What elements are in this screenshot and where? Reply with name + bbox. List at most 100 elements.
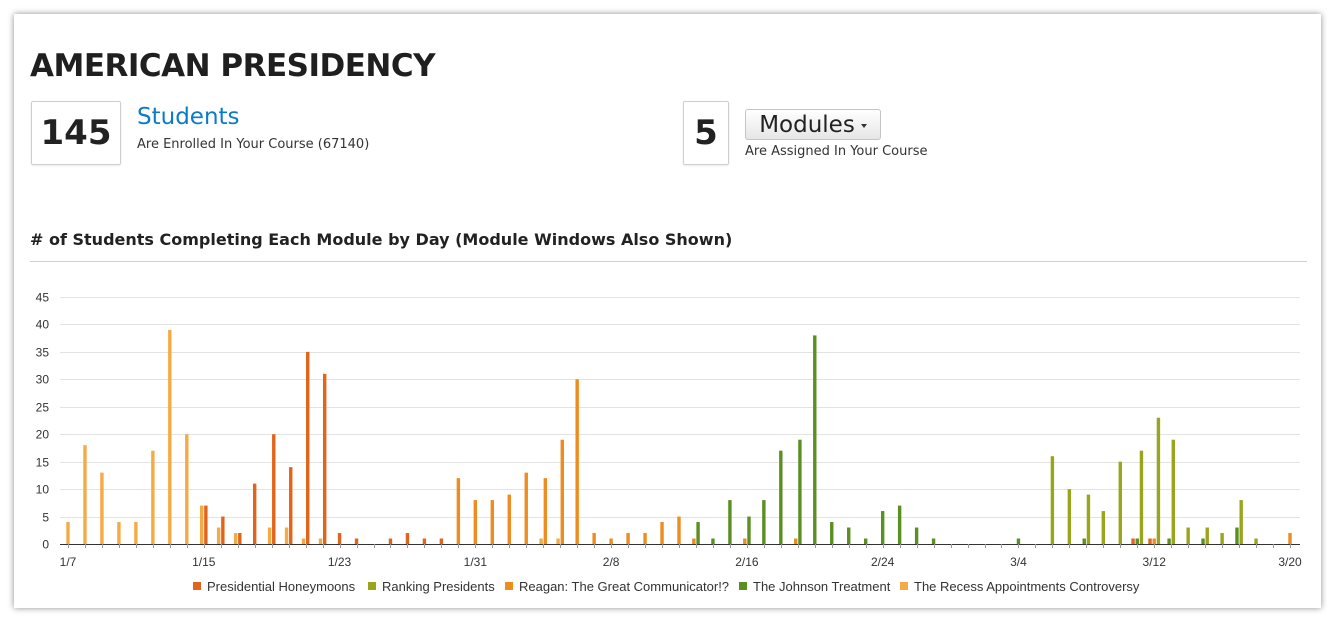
bar (1220, 533, 1224, 544)
bar (743, 538, 747, 544)
x-tick-label: 3/4 (1010, 555, 1027, 569)
legend-swatch (368, 582, 376, 590)
bar (151, 450, 155, 544)
bar (117, 522, 121, 544)
bar (779, 450, 783, 544)
bar (301, 538, 306, 544)
bar (83, 445, 87, 544)
bar (1086, 494, 1091, 544)
x-tick-label: 1/23 (328, 555, 352, 569)
students-link[interactable]: Students (137, 104, 240, 130)
legend-swatch (193, 582, 201, 590)
bar (1205, 527, 1209, 544)
bar (337, 533, 342, 544)
students-count-box: 145 (31, 101, 121, 165)
bar (1167, 538, 1171, 544)
bar (575, 379, 579, 544)
bar (609, 538, 613, 544)
bar (388, 538, 393, 544)
bar (134, 522, 138, 544)
legend-label: The Recess Appointments Controversy (914, 579, 1140, 594)
y-axis: 0 5 10 15 20 25 30 35 40 45 (36, 291, 50, 552)
caret-down-icon (860, 124, 867, 128)
y-tick-label: 25 (36, 401, 50, 415)
bar (747, 516, 751, 544)
page-title: AMERICAN PRESIDENCY (30, 48, 436, 84)
bar (1118, 461, 1122, 544)
x-axis: 1/7 1/15 1/23 1/31 2/8 2/16 2/24 3/4 3/12 3/20 (60, 544, 1302, 569)
bar (677, 516, 681, 544)
bar (692, 538, 696, 544)
bar (524, 472, 528, 544)
bar (507, 494, 511, 544)
bar (1016, 538, 1021, 544)
legend-swatch (739, 582, 747, 590)
bar (168, 329, 172, 544)
students-sublabel: Are Enrolled In Your Course (67140) (137, 137, 370, 152)
bar (1135, 538, 1139, 544)
y-tick-label: 5 (42, 511, 49, 525)
bar (354, 538, 359, 544)
bar (1131, 538, 1135, 544)
bar (863, 538, 868, 544)
bar (1148, 538, 1152, 544)
y-tick-label: 40 (36, 318, 50, 332)
bar (233, 533, 238, 544)
bars (66, 329, 1292, 544)
legend-swatch (505, 582, 513, 590)
x-tick-label: 1/15 (192, 555, 216, 569)
bar (813, 335, 817, 544)
modules-dropdown-button[interactable]: Modules (745, 109, 881, 140)
bar (728, 500, 732, 544)
bar (284, 527, 289, 544)
legend-item: Reagan: The Great Communicator!? (505, 579, 729, 594)
bar (880, 511, 885, 544)
bar (1171, 439, 1175, 544)
bar (931, 538, 936, 544)
dashboard-card: AMERICAN PRESIDENCY 145 Students Are Enr… (14, 14, 1321, 608)
bar (539, 538, 543, 544)
bar (1254, 538, 1258, 544)
legend-label: Ranking Presidents (382, 579, 495, 594)
modules-button-label: Modules (759, 111, 855, 138)
bar (306, 351, 310, 544)
legend-swatch (900, 582, 908, 590)
bar (711, 538, 715, 544)
bar (204, 505, 208, 544)
bar (216, 527, 221, 544)
bar (1152, 538, 1156, 544)
bar (643, 533, 647, 544)
y-tick-label: 0 (42, 538, 49, 552)
grid-lines (60, 297, 1300, 545)
bar (473, 500, 478, 544)
legend-item: The Recess Appointments Controversy (900, 579, 1140, 594)
legend: Presidential Honeymoons Ranking President… (193, 579, 1140, 594)
bar (1186, 527, 1190, 544)
x-tick-label: 2/8 (603, 555, 620, 569)
bar (456, 478, 461, 544)
legend-item: The Johnson Treatment (739, 579, 891, 594)
bar (221, 516, 225, 544)
bar (847, 527, 851, 544)
bar (1101, 511, 1106, 544)
modules-count-box: 5 (683, 101, 729, 165)
bar (289, 467, 293, 544)
bar (422, 538, 427, 544)
bar (1239, 500, 1243, 544)
bar (267, 527, 272, 544)
legend-label: The Johnson Treatment (753, 579, 891, 594)
x-tick-label: 3/12 (1143, 555, 1167, 569)
bar (439, 538, 444, 544)
modules-sublabel: Are Assigned In Your Course (745, 144, 928, 159)
bar (252, 483, 257, 544)
bar (318, 538, 323, 544)
bar (794, 538, 798, 544)
bar (914, 527, 919, 544)
bar (1156, 417, 1161, 544)
legend-item: Presidential Honeymoons (193, 579, 356, 594)
y-tick-label: 35 (36, 346, 50, 360)
bar (1288, 533, 1292, 544)
bar (696, 522, 700, 544)
x-tick-label: 3/20 (1278, 555, 1302, 569)
